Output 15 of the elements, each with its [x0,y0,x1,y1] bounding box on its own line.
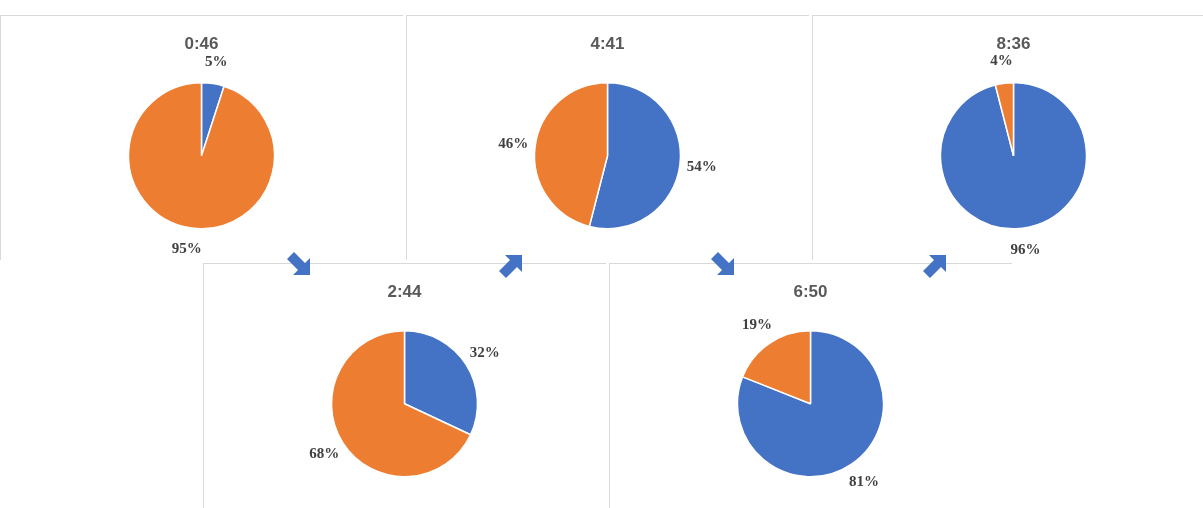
chart-title: 0:46 [184,33,219,53]
chart-title: 2:44 [387,281,423,301]
data-label: 32% [469,343,500,360]
data-label: 81% [848,473,879,490]
data-label: 95% [171,240,202,257]
chart-title: 8:36 [996,33,1031,53]
chart-title: 4:41 [590,33,625,53]
data-label: 5% [205,52,228,69]
chart-title: 6:50 [793,281,828,301]
data-label: 68% [309,445,340,462]
data-label: 19% [742,316,773,332]
data-label: 54% [686,158,717,175]
data-label: 4% [990,52,1013,69]
data-label: 96% [1010,240,1041,257]
data-label: 46% [498,134,529,151]
